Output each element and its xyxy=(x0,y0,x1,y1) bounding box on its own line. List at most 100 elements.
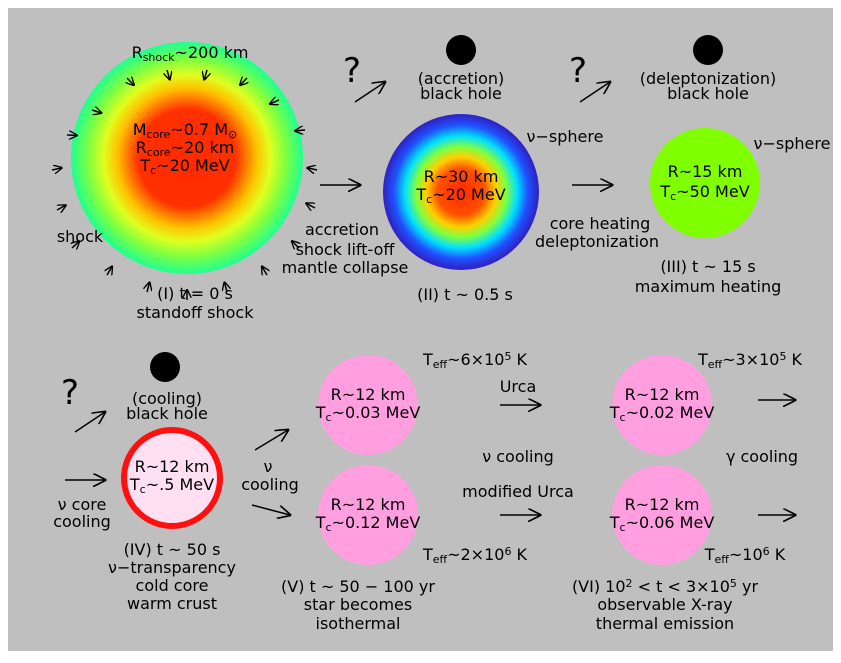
label-part: standoff shock xyxy=(137,303,255,322)
label-part: T xyxy=(422,350,433,369)
label-part: ~6×10 xyxy=(447,350,504,369)
label-part: ~.5 MeV xyxy=(146,475,214,494)
label-part: R~12 km xyxy=(331,385,406,404)
label-part: (II) t ~ 0.5 s xyxy=(417,285,513,304)
label-part: ~20 MeV xyxy=(432,185,506,204)
label-part: ~50 MeV xyxy=(676,182,750,201)
label-part: γ cooling xyxy=(726,447,798,466)
label-part: T xyxy=(609,513,620,532)
label-part: star becomes xyxy=(304,595,412,614)
label-part: R~12 km xyxy=(135,457,210,476)
label-part: core heating xyxy=(550,214,651,233)
label-part: (VI) 10 xyxy=(572,577,626,596)
label-part: ~0.12 MeV xyxy=(332,513,421,532)
label: black hole xyxy=(420,84,502,103)
label-part: ~200 km xyxy=(175,43,249,62)
label-part: cooling xyxy=(241,475,299,494)
label-part: 6 xyxy=(504,545,511,558)
infall-arrow xyxy=(295,130,305,131)
label: maximum heating xyxy=(635,277,782,296)
label-part: < t < 3×10 xyxy=(633,577,730,596)
label: Urca xyxy=(500,377,537,396)
label: modified Urca xyxy=(462,482,574,501)
label: ? xyxy=(343,51,361,91)
label-part: ? xyxy=(343,51,361,91)
label-part: T xyxy=(315,513,326,532)
label: R~12 km xyxy=(331,495,406,514)
label: shock xyxy=(57,227,104,246)
label: accretion xyxy=(305,220,379,239)
label-part: mantle collapse xyxy=(282,258,409,277)
label: observable X-ray xyxy=(597,595,732,614)
label-part: ~20 km xyxy=(171,138,235,157)
label-part: modified Urca xyxy=(462,482,574,501)
label-part: thermal emission xyxy=(596,614,734,633)
label-part: ~20 MeV xyxy=(156,156,230,175)
label-part: cold core xyxy=(136,576,209,595)
label-part: T xyxy=(415,185,426,204)
label-part: R~15 km xyxy=(668,162,743,181)
label: star becomes xyxy=(304,595,412,614)
label-part: M xyxy=(133,120,147,139)
label: shock lift-off xyxy=(296,240,396,259)
label-part: T xyxy=(315,403,326,422)
label-part: K xyxy=(770,545,786,564)
label-part: core xyxy=(147,128,171,141)
label-part: 5 xyxy=(779,350,786,363)
diagram: Rshock~200 kmMcore~0.7 M⊙Rcore~20 kmTc~2… xyxy=(0,0,841,659)
label-part: ? xyxy=(569,51,587,91)
label-part: 2 xyxy=(626,577,633,590)
label-part: deleptonization xyxy=(535,232,659,251)
label: cold core xyxy=(136,576,209,595)
label-part: K xyxy=(511,545,527,564)
label: warm crust xyxy=(127,594,217,613)
label: R~30 km xyxy=(424,167,499,186)
label-part: R xyxy=(132,43,143,62)
label-part: R~12 km xyxy=(331,495,406,514)
label: deleptonization xyxy=(535,232,659,251)
label: ν−sphere xyxy=(754,134,831,153)
label-part: 5 xyxy=(504,350,511,363)
label-part: T xyxy=(139,156,150,175)
black-hole xyxy=(693,35,723,65)
label-part: black hole xyxy=(667,84,749,103)
label-part: K xyxy=(786,350,802,369)
label-part: (IV) t ~ 50 s xyxy=(124,540,221,559)
label: ? xyxy=(569,51,587,91)
label-part: ν cooling xyxy=(482,447,554,466)
label-part: yr xyxy=(737,577,759,596)
label: cooling xyxy=(53,512,111,531)
label-part: R~12 km xyxy=(625,495,700,514)
label-part: R~12 km xyxy=(625,385,700,404)
label: R~12 km xyxy=(331,385,406,404)
label-part: observable X-ray xyxy=(597,595,732,614)
label-part: T xyxy=(704,545,715,564)
label: R~12 km xyxy=(625,385,700,404)
label-part: black hole xyxy=(126,404,208,423)
label: black hole xyxy=(667,84,749,103)
label-part: cooling xyxy=(53,512,111,531)
label-part: ? xyxy=(61,373,79,413)
label-part: T xyxy=(422,545,433,564)
label-part: ~0.02 MeV xyxy=(626,403,715,422)
label-part: shock xyxy=(57,227,104,246)
label-part: warm crust xyxy=(127,594,217,613)
label-part: Urca xyxy=(500,377,537,396)
label: ν−transparency xyxy=(108,558,236,577)
label: cooling xyxy=(241,475,299,494)
label: mantle collapse xyxy=(282,258,409,277)
label-part: T xyxy=(659,182,670,201)
label-part: ν−sphere xyxy=(527,127,604,146)
label-part: (I) t = 0 s xyxy=(157,284,233,303)
label: γ cooling xyxy=(726,447,798,466)
label-part: ~0.03 MeV xyxy=(332,403,421,422)
label: (V) t ~ 50 − 100 yr xyxy=(281,577,435,596)
label-part: K xyxy=(511,350,527,369)
label: (II) t ~ 0.5 s xyxy=(417,285,513,304)
label-part: eff xyxy=(433,553,448,566)
label: core heating xyxy=(550,214,651,233)
label-part: ~0.7 M xyxy=(170,120,228,139)
label: isothermal xyxy=(316,614,401,633)
label: thermal emission xyxy=(596,614,734,633)
label: black hole xyxy=(126,404,208,423)
